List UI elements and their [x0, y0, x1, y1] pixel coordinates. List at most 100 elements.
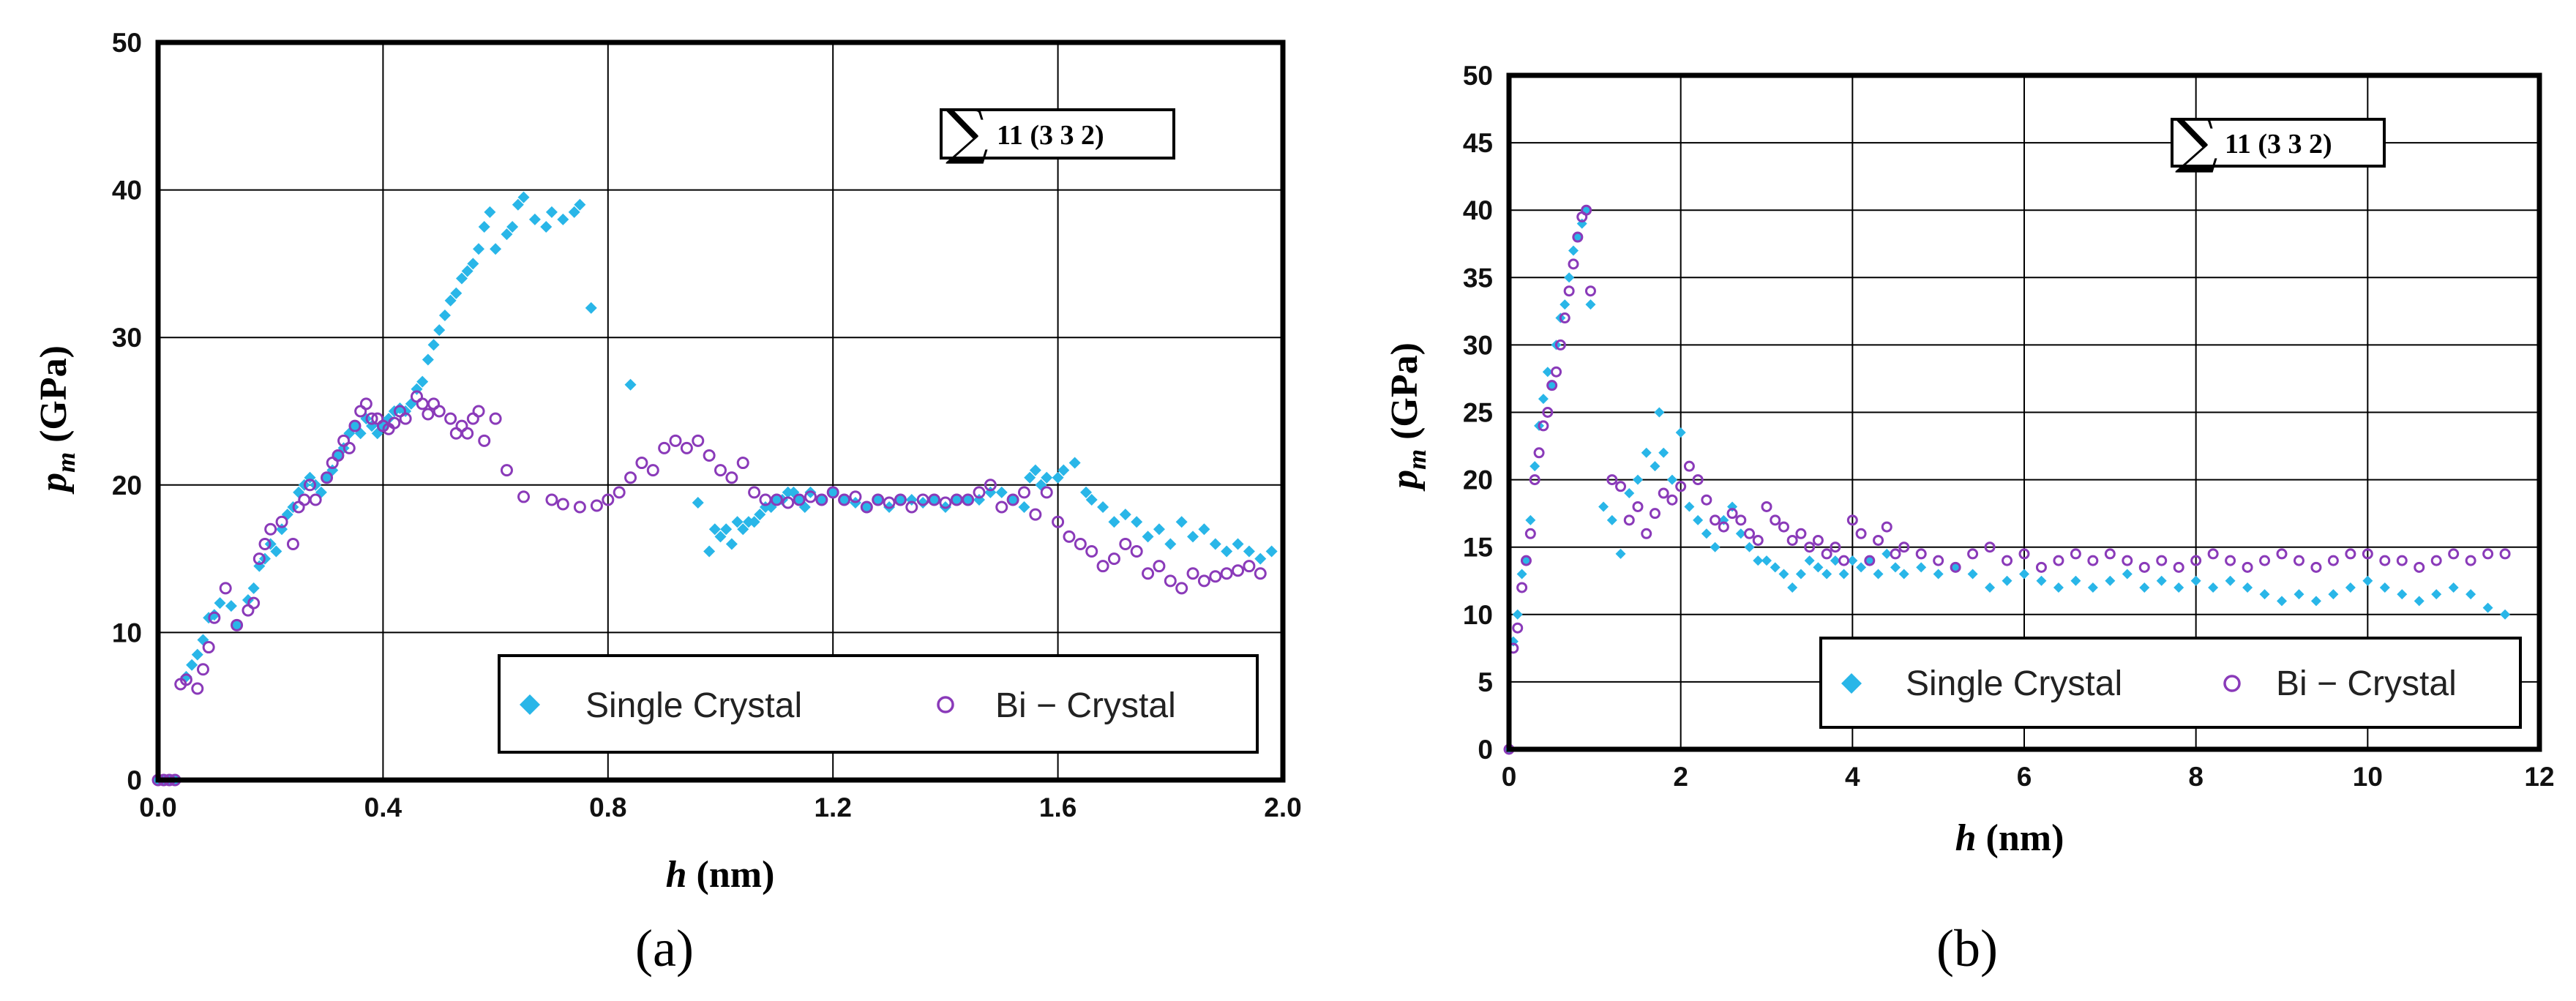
panel-a-bi-crystal-point: [1107, 552, 1120, 566]
panel-a-bi-crystal-point: [1119, 537, 1132, 550]
panel-b-y-tick-label: 5: [1478, 667, 1493, 697]
panel-a-legend-label-bi: Bi − Crystal: [995, 686, 1176, 725]
panel-a-annotation-box: [940, 108, 1175, 160]
panel-a-single-crystal-point: [748, 516, 760, 528]
panel-b-bi-crystal-point: [1898, 541, 1910, 553]
panel-b-x-tick-label: 2: [1673, 762, 1688, 792]
panel-a-bi-crystal-point: [472, 405, 485, 418]
panel-a-single-crystal-point: [1068, 457, 1081, 469]
panel-b-bi-crystal-point: [1915, 548, 1927, 560]
panel-b-single-crystal-point: [2362, 575, 2373, 586]
panel-b-single-crystal-point: [1804, 555, 1815, 566]
panel-b-single-crystal-point: [1633, 474, 1643, 485]
panel-b-x-tick-label: 8: [2188, 762, 2204, 792]
panel-b-single-crystal-point: [2414, 596, 2425, 607]
panel-b-bi-crystal-point: [2035, 561, 2047, 573]
panel-a-single-crystal-point: [247, 582, 260, 594]
panel-a-single-crystal-point: [1085, 493, 1098, 506]
panel-b-bi-crystal-point: [2293, 555, 2304, 566]
panel-b-bi-crystal-point: [1855, 528, 1867, 539]
panel-b-single-crystal-point: [1650, 461, 1660, 472]
panel-b-single-crystal-point: [2070, 575, 2081, 586]
panel-b-y-tick-label: 15: [1463, 533, 1493, 563]
panel-a-y-tick-label: 0: [127, 765, 142, 795]
panel-a-bi-crystal-point: [1254, 567, 1267, 580]
panel-a-bi-crystal-point: [962, 493, 975, 506]
panel-b-bi-crystal-point: [2448, 548, 2460, 560]
panel-a-plot-border: [155, 40, 1286, 783]
panel-b-y-tick-label: 35: [1463, 263, 1493, 293]
panel-b-bi-crystal-point: [1838, 555, 1850, 566]
panel-a-bi-crystal-point: [973, 486, 986, 499]
panel-b-points: [1503, 204, 2511, 755]
panel-b-bi-crystal-point: [1786, 534, 1798, 546]
panel-b-single-crystal-point: [2328, 589, 2339, 600]
panel-b-single-crystal-point: [1985, 582, 1996, 593]
panel-b-bi-crystal-point: [1752, 534, 1764, 546]
panel-a-bi-crystal-point: [748, 486, 761, 499]
panel-b-single-crystal-point: [1560, 299, 1570, 310]
panel-b-single-crystal-point: [2465, 589, 2476, 600]
panel-a-bi-crystal-point: [303, 479, 316, 492]
panel-b-single-crystal-point: [2448, 582, 2459, 593]
panel-b-annotation-text: 11 (3 3 2): [2225, 129, 2332, 160]
panel-a-bi-crystal-point: [736, 457, 749, 470]
panel-a-bi-crystal-point: [1006, 493, 1019, 506]
panel-a-single-crystal-point: [995, 486, 1008, 498]
panel-b-single-crystal-point: [2431, 589, 2442, 600]
panel-a-bi-crystal-point: [624, 471, 637, 484]
panel-b-bi-crystal-point: [1581, 204, 1592, 216]
panel-a-y-tick-label: 10: [112, 618, 142, 648]
panel-a-single-crystal-point: [433, 324, 446, 337]
panel-a-x-tick-label: 0.4: [364, 792, 402, 822]
panel-b-single-crystal-point: [1710, 541, 1721, 552]
panel-b-single-crystal-point: [1744, 541, 1755, 552]
panel-b-single-crystal-point: [1598, 501, 1609, 512]
panel-b-annotation-box: [2171, 118, 2386, 168]
panel-b-x-tick-label: 6: [2017, 762, 2032, 792]
panel-b-bi-crystal-point: [1666, 494, 1678, 506]
panel-a-bi-crystal-point: [258, 537, 272, 550]
panel-a-bi-crystal-point: [252, 552, 266, 566]
panel-a-bi-crystal-point: [782, 496, 795, 509]
panel-b-x-tick-labels: 0 2 4 6 8 10 12: [1502, 762, 2555, 792]
panel-a-single-crystal-point: [225, 600, 237, 612]
panel-a-single-crystal-point: [585, 301, 597, 314]
panel-a-single-crystal-point: [754, 509, 766, 521]
panel-a-single-crystal-point: [1080, 486, 1093, 498]
panel-b-bi-crystal-point: [1675, 481, 1687, 492]
panel-a-single-crystal-point: [528, 213, 541, 225]
panel-a-bi-crystal-point: [703, 449, 716, 462]
panel-b-bi-crystal-point: [1623, 514, 1635, 526]
panel-b-x-tick-label: 0: [1502, 762, 1517, 792]
panel-a-bi-crystal-point: [348, 419, 362, 432]
panel-a-y-tick-label: 40: [112, 176, 142, 206]
panel-a-caption: (a): [635, 919, 694, 978]
panel-b-single-crystal-point: [1856, 562, 1867, 573]
panel-b-single-crystal-point: [2105, 575, 2116, 586]
panel-a-x-tick-label: 1.2: [814, 792, 851, 822]
panel-a-bi-crystal-point: [275, 515, 288, 528]
panel-b-single-crystal-point: [1585, 299, 1596, 310]
panel-b-bi-crystal-point: [1615, 481, 1627, 492]
panel-b-y-tick-label: 45: [1463, 128, 1493, 158]
panel-a-bi-crystal-point: [692, 434, 705, 447]
panel-b-legend-label-single: Single Crystal: [1906, 664, 2122, 703]
panel-a-single-crystal-point: [1153, 523, 1165, 536]
panel-a-single-crystal-point: [540, 221, 553, 233]
panel-a-bi-crystal-point: [321, 471, 334, 484]
panel-a-bi-crystal-point: [500, 464, 513, 477]
panel-b-single-crystal-point: [1666, 474, 1677, 485]
panel-b-single-crystal-point: [1654, 407, 1665, 418]
panel-a-bi-crystal-point: [1029, 508, 1042, 521]
panel-b-single-crystal-point: [1873, 569, 1884, 580]
panel-a-single-crystal-point: [455, 272, 468, 285]
panel-a-single-crystal-point: [1187, 531, 1199, 543]
panel-b-single-crystal-point: [2500, 609, 2511, 620]
panel-a-single-crystal-point: [422, 353, 434, 366]
panel-a-bi-crystal-point: [444, 412, 457, 425]
panel-a-bi-crystal-point: [838, 493, 851, 506]
panel-b-bi-crystal-point: [1551, 366, 1562, 378]
panel-a-single-crystal-point: [1018, 501, 1030, 514]
panel-b-single-crystal-point: [2053, 582, 2064, 593]
